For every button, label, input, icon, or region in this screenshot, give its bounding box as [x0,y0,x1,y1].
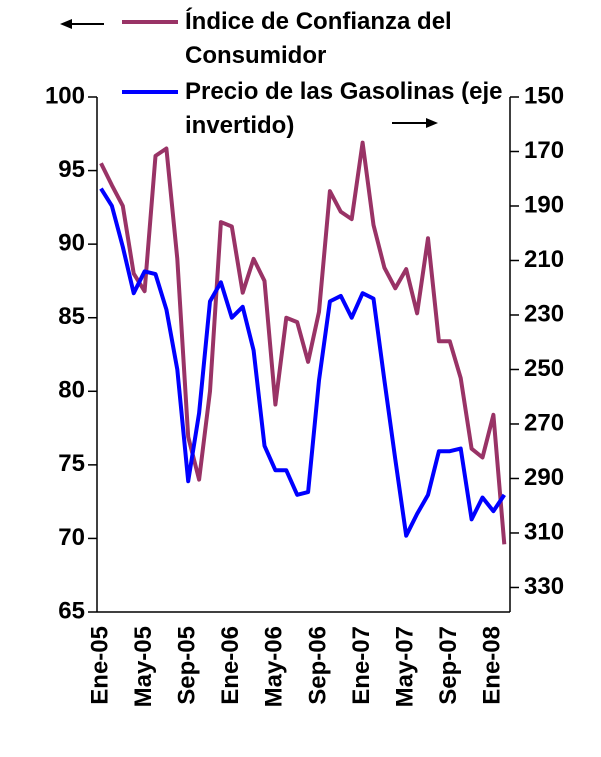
y-tick-label: 70 [58,524,85,551]
x-tick-label: May-07 [392,626,419,707]
y2-tick-label: 150 [524,82,564,109]
series-line [99,187,506,538]
x-tick-label: Ene-06 [217,626,244,705]
y-tick-label: 80 [58,377,85,404]
x-tick-label: Ene-07 [348,626,375,705]
y2-tick-label: 230 [524,300,564,327]
x-tick-label: May-06 [261,626,288,707]
right-arrow [392,118,438,128]
left-arrow [60,19,104,29]
y2-tick-label: 310 [524,518,564,545]
legend-entry: Índice de Confianza del Consumidor [185,8,452,69]
x-tick-label: Sep-05 [174,626,201,705]
y2-tick-label: 250 [524,355,564,382]
y2-tick-label: 290 [524,464,564,491]
y2-tick-label: 190 [524,191,564,218]
y-tick-label: 65 [58,597,85,624]
y-tick-label: 85 [58,303,85,330]
y2-tick-label: 330 [524,573,564,600]
x-tick-label: Ene-08 [479,626,506,705]
y2-tick-label: 270 [524,409,564,436]
y2-tick-label: 210 [524,246,564,273]
legend-entry: Precio de las Gasolinas (eje invertido) [185,78,503,139]
x-tick-label: May-05 [130,626,157,707]
x-tick-label: Ene-05 [86,626,113,705]
y-tick-label: 100 [45,82,85,109]
y-tick-label: 75 [58,450,85,477]
y-tick-label: 95 [58,156,85,183]
y-tick-label: 90 [58,229,85,256]
y2-tick-label: 170 [524,137,564,164]
series-line [99,140,507,545]
x-tick-label: Sep-07 [435,626,462,705]
x-tick-label: Sep-06 [304,626,331,705]
